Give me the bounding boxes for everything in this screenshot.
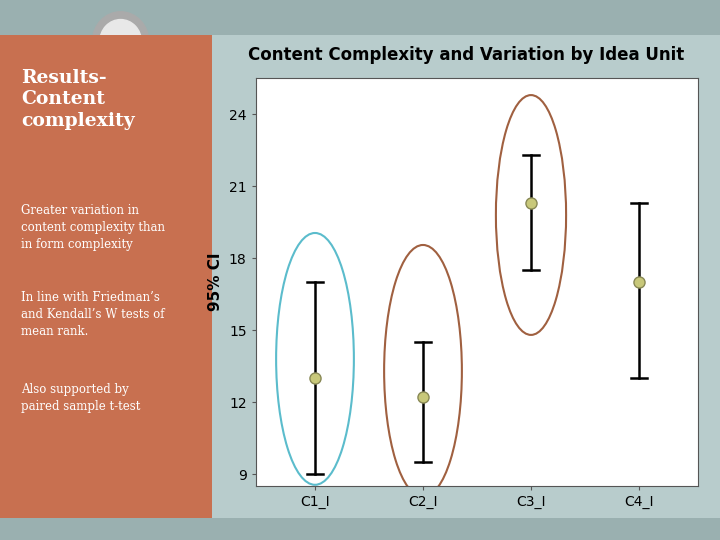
Y-axis label: 95% CI: 95% CI [208,253,223,312]
Text: Results-
Content
complexity: Results- Content complexity [22,69,135,130]
Text: Content Complexity and Variation by Idea Unit: Content Complexity and Variation by Idea… [248,45,684,64]
Circle shape [100,19,141,64]
Text: Greater variation in
content complexity than
in form complexity: Greater variation in content complexity … [22,204,166,251]
Text: In line with Friedman’s
and Kendall’s W tests of
mean rank.: In line with Friedman’s and Kendall’s W … [22,291,165,338]
Text: Also supported by
paired sample t-test: Also supported by paired sample t-test [22,383,140,413]
Circle shape [92,12,149,71]
